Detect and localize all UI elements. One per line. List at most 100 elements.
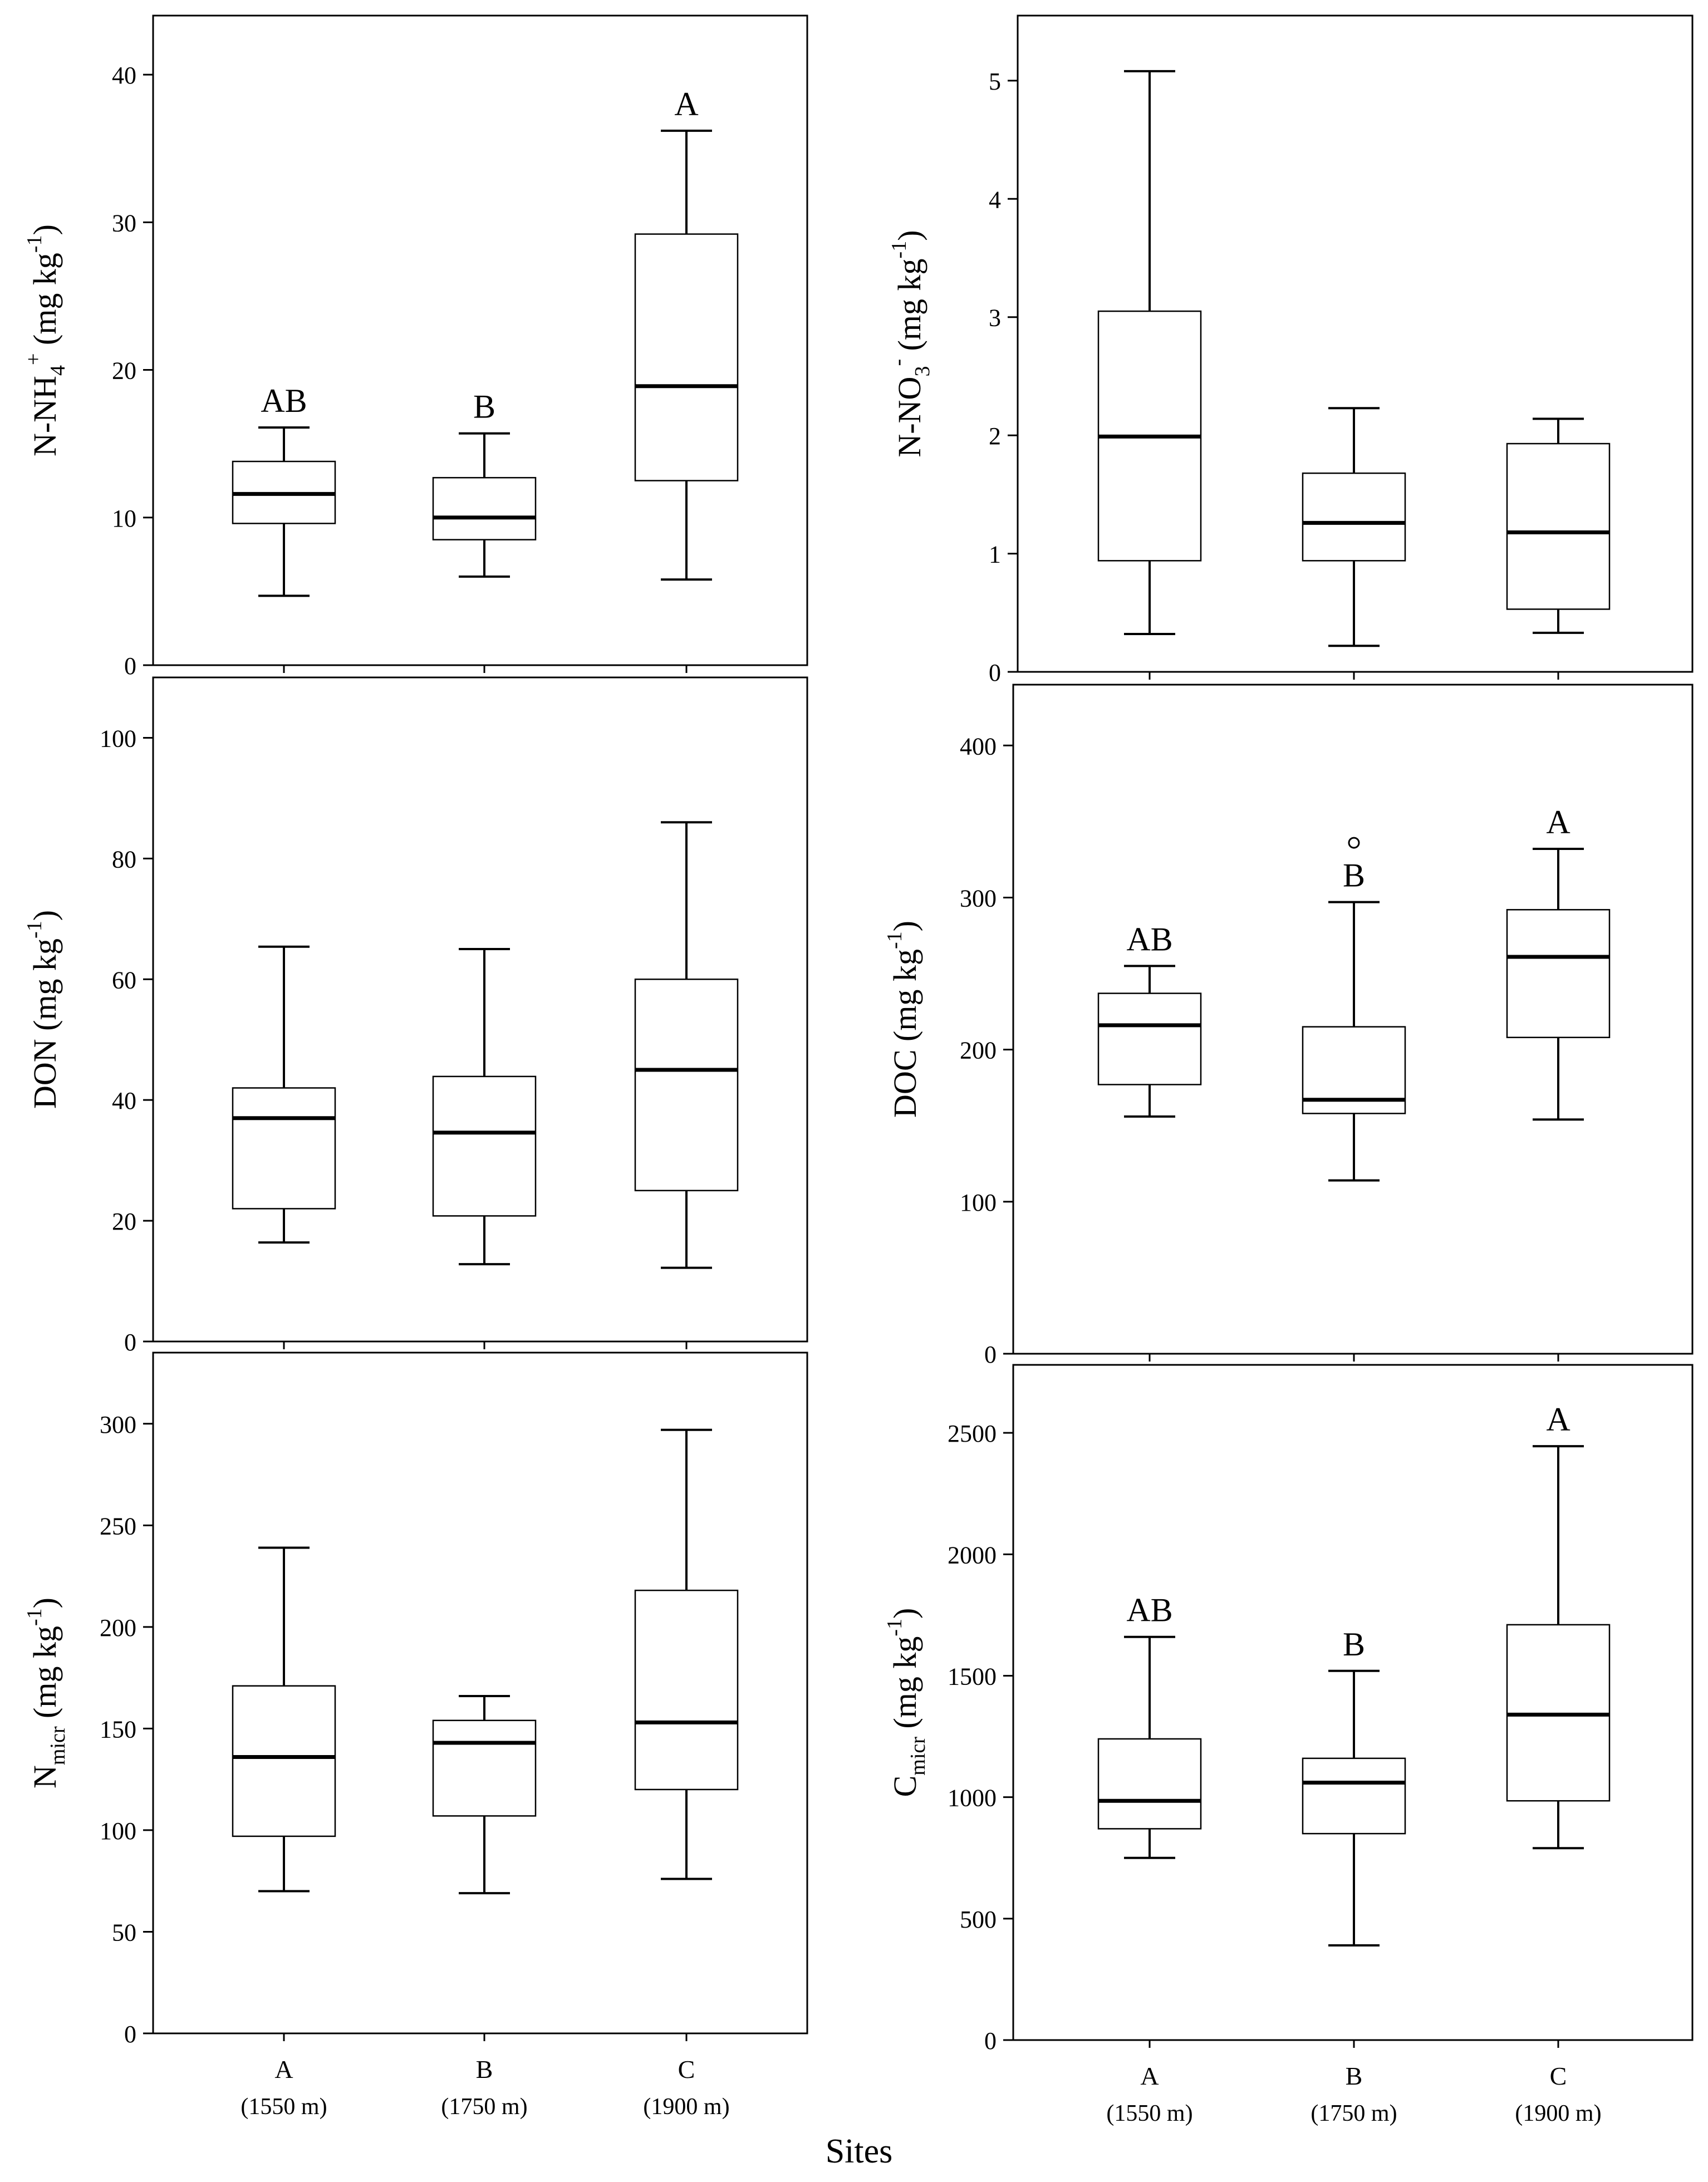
y-axis-title: DOC (mg kg-1) [883, 921, 923, 1118]
y-tick-label: 60 [112, 966, 136, 994]
y-tick-label: 2000 [948, 1541, 997, 1569]
x-category-elevation: (1900 m) [1515, 2101, 1601, 2126]
box-B: B [1302, 837, 1406, 1182]
iqr-box [432, 1719, 537, 1817]
x-category-label: A [1140, 2062, 1159, 2090]
box-A [1097, 70, 1202, 636]
plot-frame [152, 1352, 808, 2034]
plot-frame [1012, 1364, 1694, 2041]
y-axis-title: Nmicr (mg kg-1) [23, 1598, 70, 1788]
box-B [432, 1694, 537, 1895]
y-tick-label: 0 [989, 659, 1001, 686]
y-tick-label: 40 [112, 62, 136, 89]
iqr-box [432, 1075, 537, 1217]
y-tick-label: 0 [984, 2027, 997, 2055]
iqr-box [634, 233, 739, 481]
box-C [634, 821, 739, 1269]
y-tick-label: 3 [989, 304, 1001, 332]
x-category-label: C [1550, 2062, 1567, 2090]
y-tick-label: 200 [960, 1037, 997, 1064]
panel-nmicr: 0 50 100 150 200 250 300 Nmicr (mg kg-1) [23, 1352, 808, 2048]
y-tick-label: 5 [989, 68, 1001, 95]
y-tick-label: 2500 [948, 1420, 997, 1447]
panel-cmicr: 0 500 1000 1500 2000 2500 Cmicr (mg kg-1) AB B A [883, 1364, 1694, 2055]
iqr-box [1097, 1738, 1202, 1830]
iqr-box [232, 1685, 336, 1837]
y-tick-label: 10 [112, 505, 136, 532]
panel-no3: 0 1 2 3 4 5 N-NO3- (mg kg-1) [886, 14, 1694, 686]
panel-doc: 0 100 200 300 400 DOC (mg kg-1) AB B A [883, 684, 1694, 1368]
y-axis-title: Cmicr (mg kg-1) [883, 1608, 930, 1797]
iqr-box [1506, 443, 1611, 610]
x-category-elevation: (1900 m) [643, 2094, 729, 2120]
y-tick-label: 30 [112, 209, 136, 237]
iqr-box [634, 1589, 739, 1791]
box-C: A [1506, 1401, 1611, 1850]
x-category-elevation: (1750 m) [441, 2094, 527, 2120]
box-A [232, 945, 336, 1244]
y-tick-label: 1000 [948, 1785, 997, 1812]
box-A: AB [232, 382, 336, 597]
box-A: AB [1097, 1592, 1202, 1859]
y-tick-label: 0 [124, 652, 136, 680]
y-tick-label: 40 [112, 1087, 136, 1114]
significance-letter: AB [1126, 1592, 1172, 1629]
iqr-box [1302, 472, 1406, 562]
x-category-elevation: (1750 m) [1311, 2101, 1397, 2126]
y-tick-label: 2 [989, 422, 1001, 450]
outlier-point [1348, 837, 1360, 849]
significance-letter: A [1546, 1401, 1570, 1438]
x-category-elevation: (1550 m) [1106, 2101, 1192, 2126]
y-tick-label: 300 [100, 1411, 136, 1438]
box-B [1302, 407, 1406, 647]
y-tick-label: 0 [124, 1329, 136, 1356]
x-category-label: B [476, 2055, 493, 2083]
panel-don: 0 20 40 60 80 100 DON (mg kg-1) [23, 676, 808, 1356]
box-C: A [1506, 804, 1611, 1121]
y-tick-label: 50 [112, 1919, 136, 1946]
plot-frame [1017, 14, 1694, 673]
box-C [1506, 417, 1611, 634]
y-tick-label: 100 [100, 1817, 136, 1845]
y-tick-label: 4 [989, 186, 1001, 213]
significance-letter: B [1343, 857, 1365, 894]
iqr-box [432, 476, 537, 540]
iqr-box [1097, 992, 1202, 1085]
plot-frame [152, 676, 808, 1343]
significance-letter: A [1546, 804, 1570, 841]
y-tick-label: 100 [100, 725, 136, 752]
y-tick-label: 400 [960, 733, 997, 760]
y-tick-label: 200 [100, 1614, 136, 1642]
significance-letter: AB [261, 382, 307, 419]
significance-letter: AB [1126, 921, 1172, 957]
y-axis-title: N-NH4+ (mg kg-1) [22, 224, 70, 456]
plot-frame [152, 14, 808, 666]
iqr-box [1506, 909, 1611, 1039]
y-tick-label: 500 [960, 1906, 997, 1933]
plot-frame [1012, 684, 1694, 1355]
y-tick-label: 20 [112, 357, 136, 385]
x-axis-title: Sites [826, 2132, 893, 2170]
box-A: AB [1097, 921, 1202, 1118]
y-axis-title: N-NO3- (mg kg-1) [886, 230, 934, 457]
iqr-box [232, 1087, 336, 1210]
y-tick-label: 0 [984, 1341, 997, 1368]
y-tick-label: 20 [112, 1208, 136, 1235]
significance-letter: B [473, 389, 495, 425]
significance-letter: A [674, 86, 698, 122]
panel-nh4: 0 10 20 30 40 N-NH4+ (mg kg-1) AB B A [22, 14, 808, 680]
x-category-label: A [274, 2055, 293, 2083]
y-tick-label: 100 [960, 1189, 997, 1216]
y-tick-label: 80 [112, 846, 136, 873]
x-category-elevation: (1550 m) [241, 2094, 327, 2120]
box-C [634, 1428, 739, 1880]
box-B [432, 948, 537, 1266]
iqr-box [634, 979, 739, 1192]
significance-letter: B [1343, 1626, 1365, 1663]
y-tick-label: 0 [124, 2021, 136, 2048]
box-B: B [432, 389, 537, 578]
y-axis-title: DON (mg kg-1) [23, 910, 63, 1109]
y-tick-label: 1 [989, 541, 1001, 568]
y-tick-label: 150 [100, 1716, 136, 1743]
